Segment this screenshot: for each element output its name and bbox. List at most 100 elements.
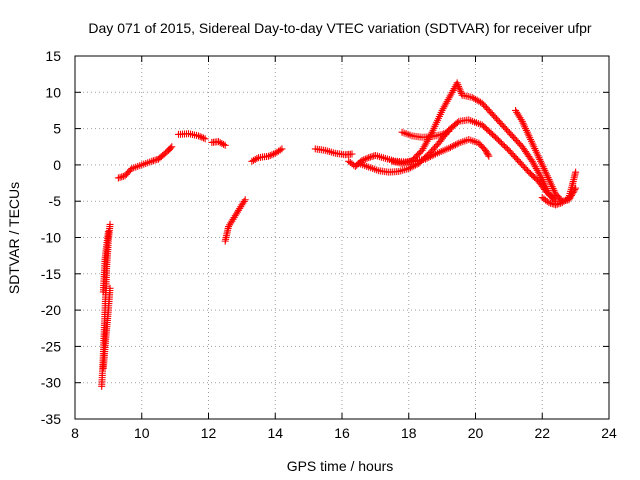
data-point-marker xyxy=(104,228,112,236)
data-point-marker xyxy=(363,154,371,162)
data-markers xyxy=(98,79,580,390)
y-tick-label: -10 xyxy=(41,230,61,246)
data-point-marker xyxy=(220,140,228,148)
series-arc-h xyxy=(248,145,286,165)
data-point-marker xyxy=(499,141,507,149)
data-point-marker xyxy=(494,136,502,144)
y-tick-label: -35 xyxy=(41,411,61,427)
data-point-marker xyxy=(448,143,456,151)
x-tick-label: 24 xyxy=(601,425,617,441)
series-arc-g xyxy=(221,196,249,245)
data-point-marker xyxy=(265,152,273,160)
series-arc-c xyxy=(99,284,114,372)
data-point-marker xyxy=(194,132,202,140)
data-point-marker xyxy=(438,130,446,138)
series-arc-e xyxy=(174,130,209,143)
x-tick-label: 10 xyxy=(134,425,150,441)
x-tick-label: 22 xyxy=(534,425,550,441)
data-point-marker xyxy=(266,151,274,159)
data-point-marker xyxy=(196,133,204,141)
x-tick-label: 8 xyxy=(71,425,79,441)
axis-ticks xyxy=(74,55,610,420)
data-point-marker xyxy=(168,143,176,151)
data-point-marker xyxy=(454,81,462,89)
data-point-marker xyxy=(482,146,490,154)
data-point-marker xyxy=(496,138,504,146)
data-point-marker xyxy=(276,146,284,154)
y-tick-label: -5 xyxy=(49,193,62,209)
y-tick-label: 5 xyxy=(53,121,61,137)
data-point-marker xyxy=(485,152,493,160)
y-tick-label: -25 xyxy=(41,338,61,354)
x-tick-label: 20 xyxy=(468,425,484,441)
data-point-marker xyxy=(455,82,463,90)
data-point-marker xyxy=(445,128,453,136)
data-point-marker xyxy=(361,155,369,163)
data-point-marker xyxy=(453,119,461,127)
data-point-marker xyxy=(443,128,451,136)
grid-lines xyxy=(75,56,609,419)
data-point-marker xyxy=(440,130,448,138)
data-point-marker xyxy=(406,164,414,172)
data-point-marker xyxy=(268,151,276,159)
x-tick-label: 16 xyxy=(334,425,350,441)
data-point-marker xyxy=(198,133,206,141)
data-point-marker xyxy=(430,151,438,159)
data-point-marker xyxy=(358,157,366,165)
series-arc-o xyxy=(538,168,580,209)
x-tick-label: 12 xyxy=(201,425,217,441)
data-point-marker xyxy=(497,139,505,147)
data-point-marker xyxy=(484,151,492,159)
y-axis-label: SDTVAR / TECUs xyxy=(6,182,22,294)
data-point-marker xyxy=(446,143,454,151)
data-point-marker xyxy=(492,133,500,141)
y-tick-label: 15 xyxy=(45,48,61,64)
data-point-marker xyxy=(453,140,461,148)
data-point-marker xyxy=(456,86,464,94)
data-point-marker xyxy=(500,142,508,150)
series-arc-f xyxy=(208,138,229,149)
data-point-marker xyxy=(502,143,510,151)
data-point-marker xyxy=(218,139,226,147)
data-point-marker xyxy=(503,145,511,153)
data-point-marker xyxy=(453,79,461,87)
data-point-marker xyxy=(445,144,453,152)
data-point-marker xyxy=(241,196,249,204)
data-point-marker xyxy=(348,150,356,158)
data-point-marker xyxy=(408,163,416,171)
data-point-marker xyxy=(201,135,209,143)
chart-title: Day 071 of 2015, Sidereal Day-to-day VTE… xyxy=(88,20,592,36)
x-tick-label: 18 xyxy=(401,425,417,441)
data-point-marker xyxy=(572,184,580,192)
data-point-marker xyxy=(240,197,248,205)
data-point-marker xyxy=(483,149,491,157)
series-arc-b xyxy=(99,228,112,296)
data-point-marker xyxy=(451,141,459,149)
data-point-marker xyxy=(457,88,465,96)
y-tick-label: 0 xyxy=(53,157,61,173)
series-arc-d xyxy=(114,143,176,182)
x-axis-label: GPS time / hours xyxy=(287,458,394,474)
data-point-marker xyxy=(167,144,175,152)
series-arc-m xyxy=(388,79,560,205)
series-arc-i xyxy=(311,145,356,159)
data-point-marker xyxy=(411,161,419,169)
data-point-marker xyxy=(106,284,114,292)
y-tick-label: 10 xyxy=(45,84,61,100)
x-tick-label: 14 xyxy=(267,425,283,441)
data-point-marker xyxy=(441,129,449,137)
data-point-marker xyxy=(450,142,458,150)
data-point-marker xyxy=(106,220,114,228)
y-tick-label: -15 xyxy=(41,266,61,282)
data-point-marker xyxy=(482,148,490,156)
data-point-marker xyxy=(278,145,286,153)
data-point-marker xyxy=(199,134,207,142)
y-tick-label: -20 xyxy=(41,302,61,318)
data-point-marker xyxy=(572,168,580,176)
data-point-marker xyxy=(410,162,418,170)
y-tick-label: -30 xyxy=(41,375,61,391)
axis-tick-labels: 8 10 12 14 16 18 20 22 24 -35 -30 -25 -20 -15 -10 -5 0 5 1… xyxy=(41,48,617,441)
data-point-marker xyxy=(221,141,229,149)
data-point-marker xyxy=(360,156,368,164)
data-point-marker xyxy=(455,84,463,92)
